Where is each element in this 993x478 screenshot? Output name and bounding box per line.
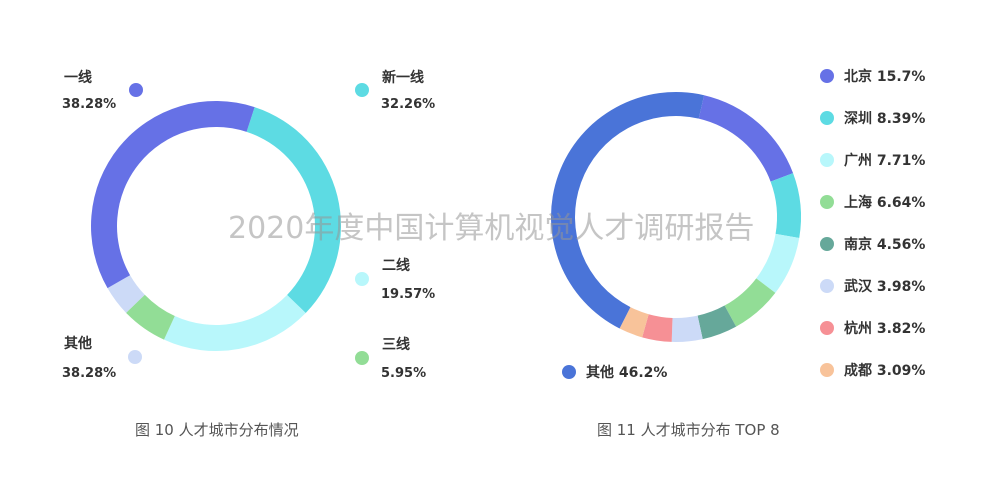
donut-slice-wuhan [671,315,703,343]
label-new-tier1-name: 新一线 [382,70,424,86]
label-tier2-value: 19.57% [381,287,436,302]
donut-slice-others [107,275,145,313]
label-others-value: 38.28% [62,366,117,381]
caption-figure-10: 图 10 人才城市分布情况 [135,421,299,439]
label-new-tier1-value: 32.26% [381,97,436,112]
legend-item-others-city: 其他 46.2% [562,362,667,382]
legend-dot-others [128,350,142,364]
legend-dot-chengdu [820,363,834,377]
legend-item-shenzhen: 深圳 8.39% [820,108,925,128]
label-tier3-value: 5.95% [381,366,427,381]
donut-slice-beijing [698,95,794,182]
legend-dot-new-tier1 [355,83,369,97]
legend-dot-others-city [562,365,576,379]
legend-dot-hangzhou [820,321,834,335]
donut-slice-tier2 [163,294,306,351]
legend-dot-tier2 [355,272,369,286]
label-tier2-name: 二线 [382,258,410,274]
legend-item-beijing: 北京 15.7% [820,66,925,86]
legend-text-others-city: 其他 46.2% [586,365,668,381]
legend-item-shanghai: 上海 6.64% [820,192,925,212]
legend-text-chengdu: 成都 3.09% [844,363,926,379]
legend-dot-shenzhen [820,111,834,125]
label-tier3-name: 三线 [382,337,410,353]
donut-slice-shanghai [724,278,776,327]
donut-slice-guangzhou [756,233,800,293]
legend-item-chengdu: 成都 3.09% [820,360,925,380]
donut-slice-others-city [551,91,705,329]
donut-slice-nanjing [697,305,737,340]
label-tier1-name: 一线 [64,70,92,86]
legend-text-beijing: 北京 15.7% [844,69,926,85]
donut-slice-chengdu [619,307,649,338]
legend-text-hangzhou: 杭州 3.82% [844,321,926,337]
legend-dot-beijing [820,69,834,83]
legend-text-wuhan: 武汉 3.98% [844,279,926,295]
legend-dot-tier3 [355,351,369,365]
legend-item-wuhan: 武汉 3.98% [820,276,925,296]
legend-dot-nanjing [820,237,834,251]
legend-dot-tier1 [129,83,143,97]
legend-text-nanjing: 南京 4.56% [844,237,926,253]
label-others-name: 其他 [64,336,92,352]
legend-dot-wuhan [820,279,834,293]
donut-slice-shenzhen [770,173,801,238]
donut-slice-hangzhou [642,314,673,342]
legend-dot-guangzhou [820,153,834,167]
label-tier1-value: 38.28% [62,97,117,112]
donut-slice-tier1 [91,100,255,289]
legend-text-guangzhou: 广州 7.71% [844,153,926,169]
legend-item-guangzhou: 广州 7.71% [820,150,925,170]
donut-slice-new-tier1 [246,107,341,314]
legend-item-hangzhou: 杭州 3.82% [820,318,925,338]
caption-figure-11: 图 11 人才城市分布 TOP 8 [597,421,780,439]
legend-text-shenzhen: 深圳 8.39% [844,111,926,127]
legend-dot-shanghai [820,195,834,209]
donut-slice-tier3 [126,294,175,340]
legend-text-shanghai: 上海 6.64% [844,195,926,211]
legend-item-nanjing: 南京 4.56% [820,234,925,254]
